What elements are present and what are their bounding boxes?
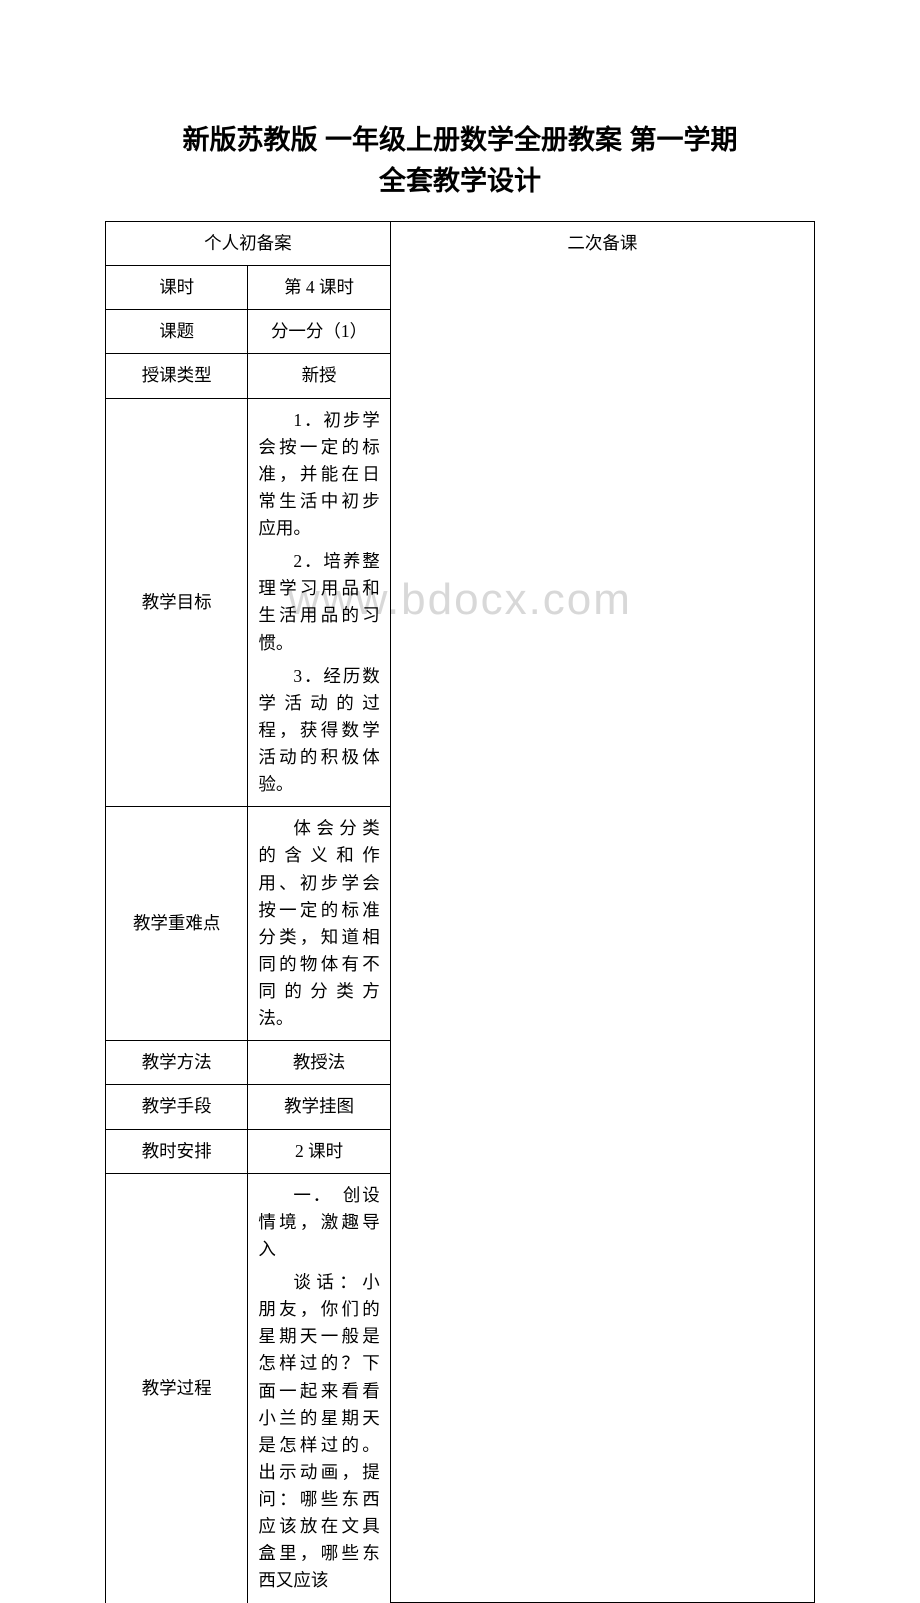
process-label: 教学过程 xyxy=(106,1173,248,1602)
header-right-cell: 二次备课 xyxy=(390,222,814,1603)
lesson-plan-table: 个人初备案 二次备课 课时 第 4 课时 课题 分一分（1） 授课类型 新授 教… xyxy=(105,221,815,1603)
goal-item: 3．经历数学活动的过程，获得数学活动的积极体验。 xyxy=(258,663,379,799)
schedule-value: 2 课时 xyxy=(248,1129,390,1173)
method-value: 教授法 xyxy=(248,1041,390,1085)
title-line-2: 全套教学设计 xyxy=(379,166,541,196)
method-label: 教学方法 xyxy=(106,1041,248,1085)
difficulty-text: 体会分类的含义和作用、初步学会按一定的标准分类，知道相同的物体有不同的分类方法。 xyxy=(258,815,379,1032)
row-value: 分一分（1） xyxy=(248,310,390,354)
row-label: 课时 xyxy=(106,266,248,310)
row-value: 新授 xyxy=(248,354,390,398)
process-value: 一． 创设情境，激趣导入 谈话：小朋友，你们的星期天一般是怎样过的？下面一起来看… xyxy=(248,1173,390,1602)
process-para: 谈话：小朋友，你们的星期天一般是怎样过的？下面一起来看看小兰的星期天是怎样过的。… xyxy=(258,1269,379,1595)
process-para: 一． 创设情境，激趣导入 xyxy=(258,1182,379,1263)
difficulty-label: 教学重难点 xyxy=(106,807,248,1041)
header-left-cell: 个人初备案 xyxy=(106,222,391,266)
goals-label: 教学目标 xyxy=(106,398,248,807)
goals-value: 1．初步学会按一定的标准，并能在日常生活中初步应用。 2．培养整理学习用品和生活… xyxy=(248,398,390,807)
row-value: 第 4 课时 xyxy=(248,266,390,310)
table-header-row: 个人初备案 二次备课 xyxy=(106,222,815,266)
row-label: 授课类型 xyxy=(106,354,248,398)
means-label: 教学手段 xyxy=(106,1085,248,1129)
goal-item: 1．初步学会按一定的标准，并能在日常生活中初步应用。 xyxy=(258,407,379,543)
title-line-1: 新版苏教版 一年级上册数学全册教案 第一学期 xyxy=(182,125,737,155)
difficulty-value: 体会分类的含义和作用、初步学会按一定的标准分类，知道相同的物体有不同的分类方法。 xyxy=(248,807,390,1041)
row-label: 课题 xyxy=(106,310,248,354)
means-value: 教学挂图 xyxy=(248,1085,390,1129)
schedule-label: 教时安排 xyxy=(106,1129,248,1173)
document-title: 新版苏教版 一年级上册数学全册教案 第一学期 全套教学设计 xyxy=(105,120,815,201)
goal-item: 2．培养整理学习用品和生活用品的习惯。 xyxy=(258,548,379,657)
